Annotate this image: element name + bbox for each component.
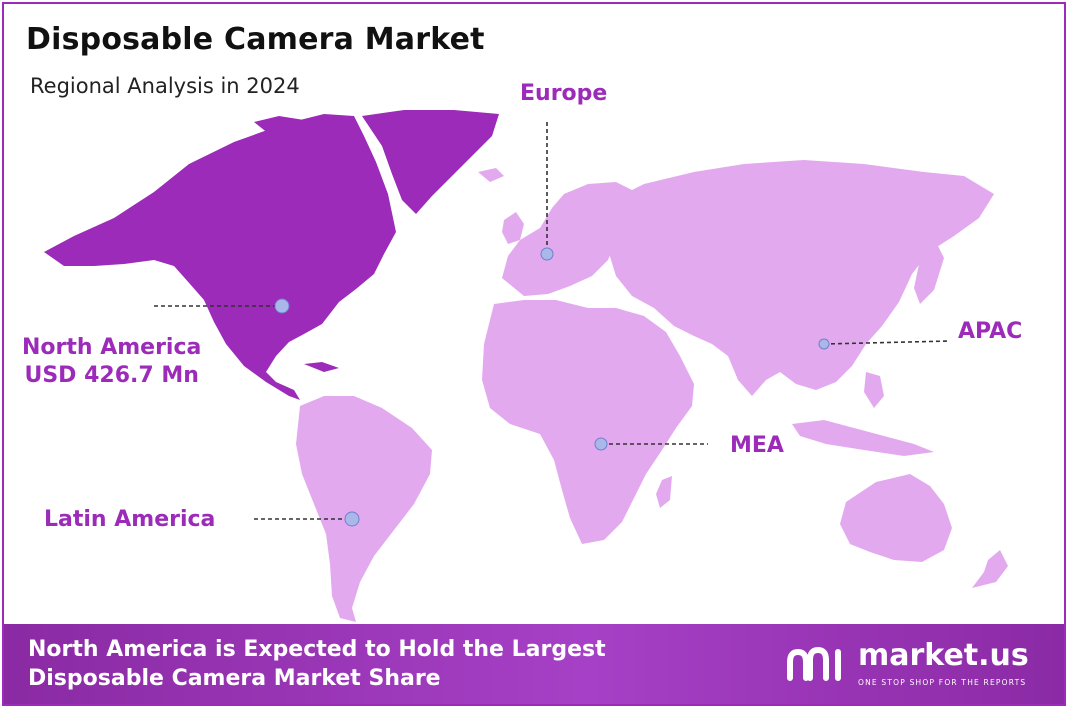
region-latin-america[interactable]	[296, 396, 432, 622]
apac-marker[interactable]	[818, 338, 830, 350]
footer-banner: North America is Expected to Hold the La…	[4, 624, 1064, 704]
label-apac: APAC	[958, 319, 1023, 344]
label-north-america-value: USD 426.7 Mn	[24, 362, 199, 388]
region-australia	[840, 474, 952, 562]
brand-tagline: ONE STOP SHOP FOR THE REPORTS	[858, 678, 1027, 687]
europe-marker[interactable]	[540, 247, 554, 261]
region-uk	[502, 212, 524, 244]
leader-lines	[154, 122, 951, 520]
label-europe: Europe	[520, 81, 608, 106]
region-greenland	[362, 110, 499, 214]
label-north-america-name: North America	[22, 335, 202, 360]
brand-name: market.us	[858, 638, 1029, 673]
market-us-logo-icon	[787, 646, 841, 681]
region-north-america[interactable]	[44, 114, 396, 400]
footer-line-1: North America is Expected to Hold the La…	[28, 637, 606, 662]
label-mea: MEA	[730, 433, 784, 458]
region-mea[interactable]	[482, 300, 694, 544]
region-arctic-islands	[254, 116, 349, 136]
page-title: Disposable Camera Market	[26, 22, 485, 57]
mea-marker[interactable]	[594, 437, 608, 451]
page-subtitle: Regional Analysis in 2024	[30, 74, 300, 98]
footer-headline: North America is Expected to Hold the La…	[28, 635, 606, 693]
label-north-america: North America USD 426.7 Mn	[22, 334, 201, 389]
region-japan	[914, 242, 944, 304]
region-iceland	[478, 168, 504, 182]
label-latin-america: Latin America	[44, 507, 216, 532]
north-america-marker[interactable]	[274, 298, 290, 314]
world-map	[44, 110, 1008, 622]
region-philippines	[864, 372, 884, 408]
region-indonesia	[792, 420, 934, 456]
region-europe[interactable]	[502, 182, 636, 296]
latin-america-marker[interactable]	[344, 511, 360, 527]
region-markers	[274, 247, 830, 527]
apac-leader-line	[823, 340, 951, 345]
region-caribbean	[304, 362, 339, 372]
region-new-zealand	[972, 550, 1008, 588]
region-madagascar	[656, 476, 672, 508]
region-apac[interactable]	[608, 160, 994, 396]
brand-logo[interactable]: market.us ONE STOP SHOP FOR THE REPORTS	[786, 638, 1036, 694]
footer-line-2: Disposable Camera Market Share	[28, 666, 441, 692]
